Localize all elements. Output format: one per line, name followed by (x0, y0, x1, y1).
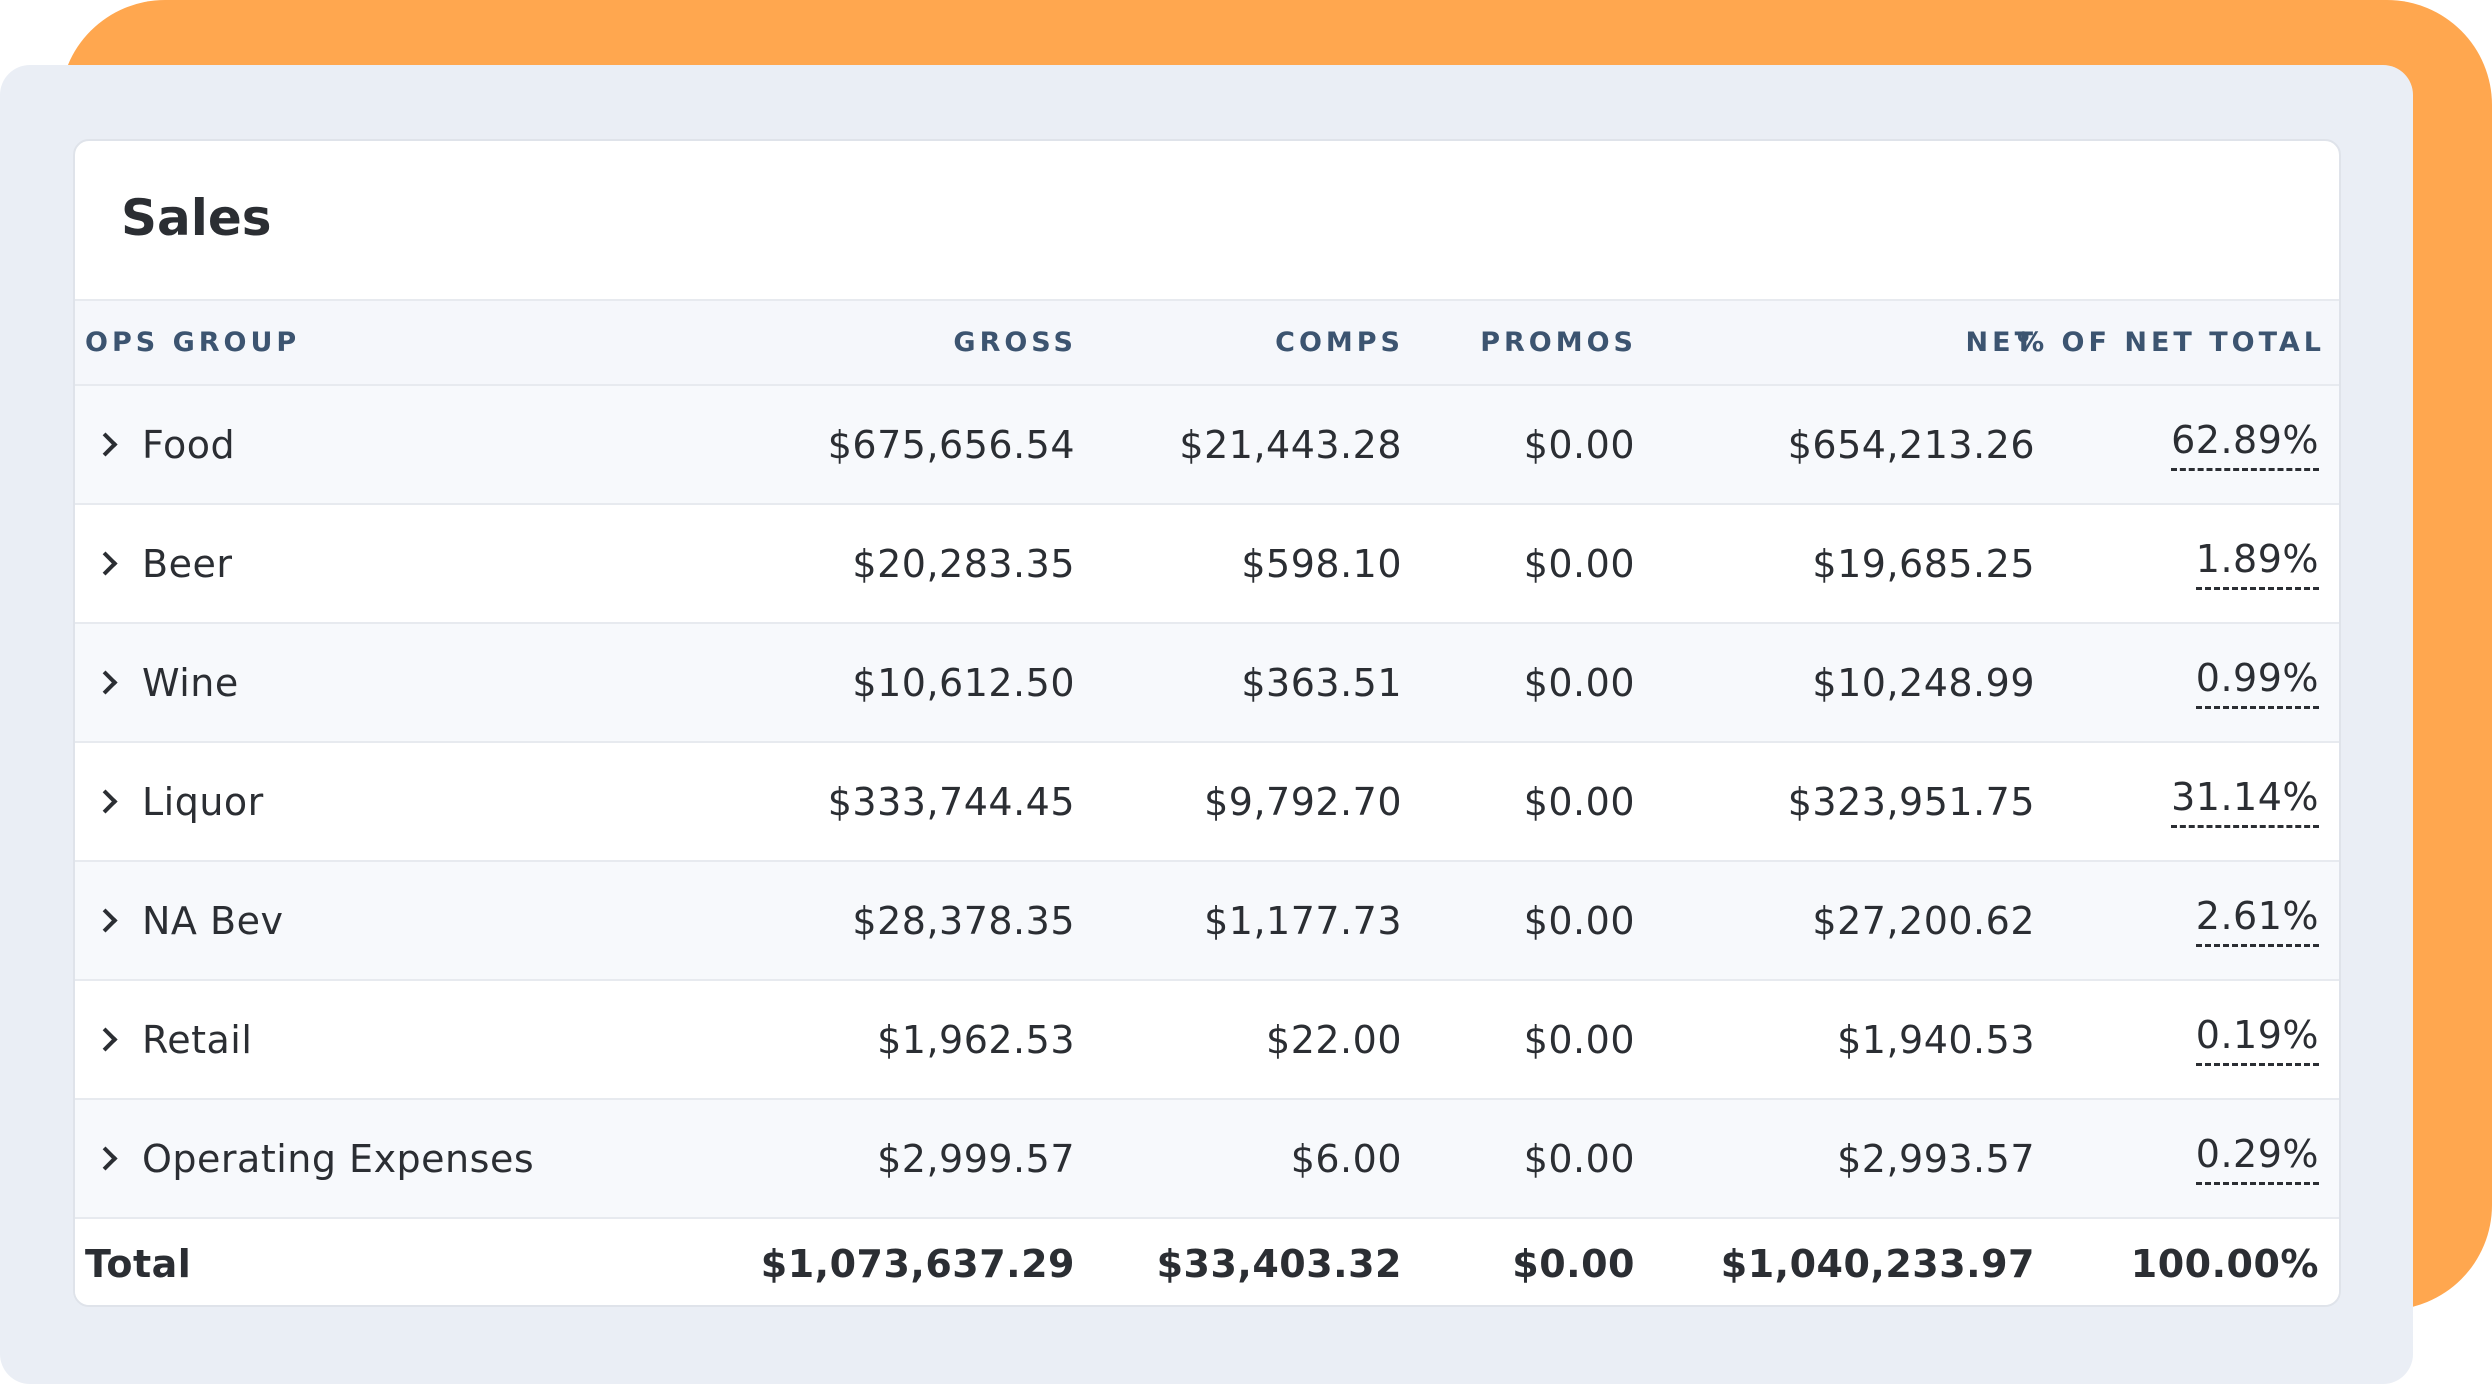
promos-cell: $0.00 (1523, 660, 1635, 705)
gross-cell: $28,378.35 (852, 898, 1075, 943)
ops-group-cell[interactable]: Retail (85, 981, 725, 1098)
ops-group-cell[interactable]: Operating Expenses (85, 1100, 725, 1217)
pct-of-net-total-cell: 1.89% (2035, 505, 2319, 622)
table-row[interactable]: Retail $1,962.53 $22.00 $0.00 $1,940.53 0.19% (75, 981, 2339, 1100)
gross-cell: $10,612.50 (852, 660, 1075, 705)
promos-cell: $0.00 (1523, 1017, 1635, 1062)
card-title: Sales (121, 189, 272, 247)
table-row[interactable]: Beer $20,283.35 $598.10 $0.00 $19,685.25 1.89… (75, 505, 2339, 624)
comps-cell: $9,792.70 (1204, 779, 1402, 824)
gross-cell: $2,999.57 (877, 1136, 1075, 1181)
gross-cell: $333,744.45 (827, 779, 1075, 824)
table-header-row: OPS GROUP GROSS COMPS PROMOS NET % OF NE… (75, 299, 2339, 386)
net-cell: $2,993.57 (1837, 1136, 2035, 1181)
ops-group-cell[interactable]: Wine (85, 624, 725, 741)
net-cell: $10,248.99 (1812, 660, 2035, 705)
chevron-right-icon[interactable] (93, 670, 118, 695)
pct-of-net-total-link[interactable]: 31.14% (2171, 775, 2319, 828)
net-cell: $323,951.75 (1787, 779, 2035, 824)
column-header-ops-group[interactable]: OPS GROUP (85, 327, 301, 358)
pct-of-net-total-cell: 31.14% (2035, 743, 2319, 860)
total-promos: $0.00 (1512, 1241, 1635, 1286)
comps-cell: $21,443.28 (1179, 422, 1402, 467)
pct-of-net-total-link[interactable]: 0.99% (2195, 656, 2319, 709)
pct-of-net-total-cell: 0.29% (2035, 1100, 2319, 1217)
chevron-right-icon[interactable] (93, 551, 118, 576)
net-cell: $1,940.53 (1837, 1017, 2035, 1062)
net-cell: $654,213.26 (1787, 422, 2035, 467)
promos-cell: $0.00 (1523, 1136, 1635, 1181)
ops-group-label: Food (142, 422, 236, 467)
total-pct-of-net-total: 100.00% (2130, 1241, 2319, 1286)
table-row[interactable]: Wine $10,612.50 $363.51 $0.00 $10,248.99 0.99… (75, 624, 2339, 743)
promos-cell: $0.00 (1523, 898, 1635, 943)
total-comps: $33,403.32 (1156, 1241, 1402, 1286)
net-cell: $27,200.62 (1812, 898, 2035, 943)
pct-of-net-total-link[interactable]: 2.61% (2195, 894, 2319, 947)
table-row[interactable]: NA Bev $28,378.35 $1,177.73 $0.00 $27,200.62… (75, 862, 2339, 981)
chevron-right-icon[interactable] (93, 432, 118, 457)
ops-group-cell[interactable]: Food (85, 386, 725, 503)
total-gross: $1,073,637.29 (760, 1241, 1075, 1286)
gross-cell: $20,283.35 (852, 541, 1075, 586)
chevron-right-icon[interactable] (93, 789, 118, 814)
ops-group-label: Wine (142, 660, 239, 705)
sales-table: OPS GROUP GROSS COMPS PROMOS NET % OF NE… (75, 299, 2339, 1305)
total-net: $1,040,233.97 (1720, 1241, 2035, 1286)
comps-cell: $363.51 (1241, 660, 1402, 705)
chevron-right-icon[interactable] (93, 1027, 118, 1052)
promos-cell: $0.00 (1523, 541, 1635, 586)
comps-cell: $1,177.73 (1204, 898, 1402, 943)
table-total-row: Total $1,073,637.29 $33,403.32 $0.00 $1,… (75, 1219, 2339, 1305)
ops-group-cell[interactable]: Beer (85, 505, 725, 622)
gross-cell: $675,656.54 (827, 422, 1075, 467)
column-header-comps[interactable]: COMPS (1275, 327, 1404, 358)
table-row[interactable]: Liquor $333,744.45 $9,792.70 $0.00 $323,951.… (75, 743, 2339, 862)
promos-cell: $0.00 (1523, 422, 1635, 467)
comps-cell: $22.00 (1266, 1017, 1402, 1062)
table-row[interactable]: Operating Expenses $2,999.57 $6.00 $0.00 $2,… (75, 1100, 2339, 1219)
column-header-gross[interactable]: GROSS (953, 327, 1077, 358)
pct-of-net-total-link[interactable]: 0.29% (2195, 1132, 2319, 1185)
comps-cell: $598.10 (1241, 541, 1402, 586)
ops-group-cell[interactable]: Liquor (85, 743, 725, 860)
total-label: Total (85, 1241, 192, 1286)
ops-group-label: NA Bev (142, 898, 284, 943)
table-row[interactable]: Food $675,656.54 $21,443.28 $0.00 $654,213.2… (75, 386, 2339, 505)
gross-cell: $1,962.53 (877, 1017, 1075, 1062)
promos-cell: $0.00 (1523, 779, 1635, 824)
pct-of-net-total-cell: 2.61% (2035, 862, 2319, 979)
pct-of-net-total-link[interactable]: 0.19% (2195, 1013, 2319, 1066)
chevron-right-icon[interactable] (93, 1146, 118, 1171)
ops-group-label: Retail (142, 1017, 253, 1062)
column-header-promos[interactable]: PROMOS (1480, 327, 1637, 358)
chevron-right-icon[interactable] (93, 908, 118, 933)
comps-cell: $6.00 (1290, 1136, 1402, 1181)
net-cell: $19,685.25 (1812, 541, 2035, 586)
ops-group-label: Liquor (142, 779, 264, 824)
column-header-pct-of-net-total[interactable]: % OF NET TOTAL (2017, 327, 2325, 358)
pct-of-net-total-link[interactable]: 1.89% (2195, 537, 2319, 590)
pct-of-net-total-link[interactable]: 62.89% (2171, 418, 2319, 471)
pct-of-net-total-cell: 62.89% (2035, 386, 2319, 503)
pct-of-net-total-cell: 0.99% (2035, 624, 2319, 741)
pct-of-net-total-cell: 0.19% (2035, 981, 2319, 1098)
sales-card: Sales OPS GROUP GROSS COMPS PROMOS NET %… (73, 139, 2341, 1307)
column-header-net[interactable]: NET (1965, 327, 2037, 358)
ops-group-label: Operating Expenses (142, 1136, 535, 1181)
ops-group-label: Beer (142, 541, 233, 586)
ops-group-cell[interactable]: NA Bev (85, 862, 725, 979)
